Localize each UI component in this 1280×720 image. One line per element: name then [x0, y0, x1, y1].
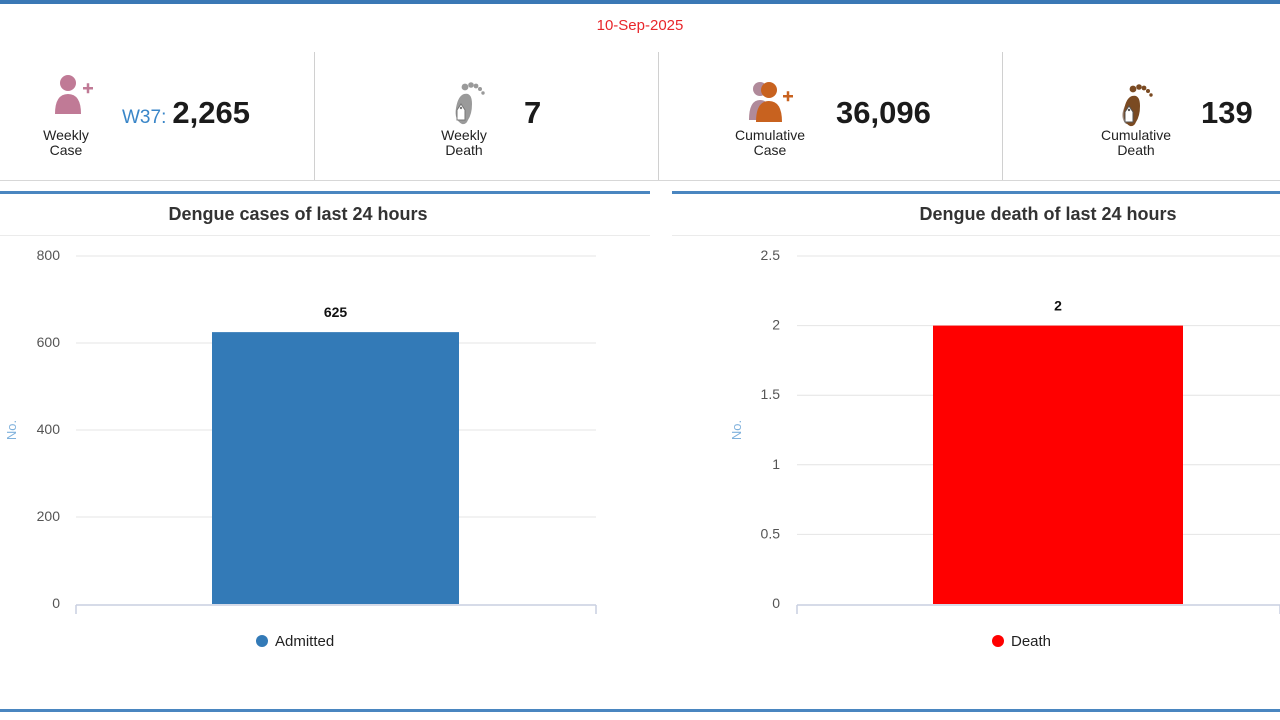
legend-item-death[interactable]: Death: [992, 633, 1051, 650]
y-tick-label: 1.5: [761, 386, 781, 402]
stat-value: 139: [1201, 95, 1253, 130]
y-tick-label: 0.5: [761, 525, 781, 541]
stat-label-line1: Weekly: [441, 127, 487, 143]
legend-label: Admitted: [275, 633, 335, 650]
stats-bottom-rule: [0, 180, 1280, 181]
y-tick-label: 2: [772, 317, 780, 333]
stat-value: 7: [524, 95, 542, 130]
stats-divider: [658, 52, 659, 180]
title-divider: [0, 235, 650, 236]
panel-accent-line: [672, 191, 1280, 194]
legend-marker: [992, 635, 1004, 647]
cases-chart-panel: Dengue cases of last 24 hours: [0, 191, 650, 611]
stat-label-line2: Death: [445, 142, 483, 158]
stat-label-line2: Case: [49, 142, 83, 158]
bottom-accent-line: [0, 709, 1280, 712]
y-tick-label: 0: [772, 595, 780, 611]
y-tick-label: 1: [772, 456, 780, 472]
title-divider: [672, 235, 1280, 236]
add-group-icon: [749, 82, 793, 122]
stat-label-line2: Case: [753, 142, 787, 158]
footprint-tag-icon: [1122, 84, 1153, 127]
add-person-icon: [55, 75, 93, 114]
stat-value: 36,096: [836, 95, 931, 130]
legend-item-admitted[interactable]: Admitted: [256, 633, 334, 650]
week-number: W37:: [122, 107, 167, 128]
stat-label-line2: Death: [1117, 142, 1155, 158]
y-tick-label: 0: [52, 595, 60, 611]
chart-title: Dengue death of last 24 hours: [919, 204, 1177, 224]
stat-label-line1: Cumulative: [734, 127, 806, 143]
bar: [933, 325, 1183, 604]
footprint-tag-icon: [455, 82, 485, 125]
legend-marker: [256, 635, 268, 647]
y-tick-label: 400: [37, 421, 61, 437]
stats-divider: [1002, 52, 1003, 180]
data-label: 2: [1054, 298, 1062, 314]
stats-divider: [314, 52, 315, 180]
chart-title: Dengue cases of last 24 hours: [168, 204, 428, 224]
y-tick-label: 600: [37, 334, 61, 350]
y-tick-label: 800: [37, 247, 61, 263]
y-tick-label: 200: [37, 508, 61, 524]
deaths-chart-panel: Dengue death of last 24 hours: [672, 191, 1280, 611]
y-axis-label: No.: [4, 420, 19, 440]
y-tick-label: 2.5: [761, 247, 781, 263]
bar: [212, 332, 459, 604]
legend-label: Death: [1011, 633, 1052, 650]
panel-accent-line: [0, 191, 650, 194]
data-label: 625: [324, 304, 348, 320]
stat-label-line1: Cumulative: [1100, 127, 1172, 143]
y-axis-label: No.: [729, 420, 744, 440]
stat-value: 2,265: [172, 95, 250, 130]
stat-label-line1: Weekly: [43, 127, 89, 143]
top-accent-line: [0, 0, 1280, 4]
report-date: 10-Sep-2025: [596, 17, 684, 34]
